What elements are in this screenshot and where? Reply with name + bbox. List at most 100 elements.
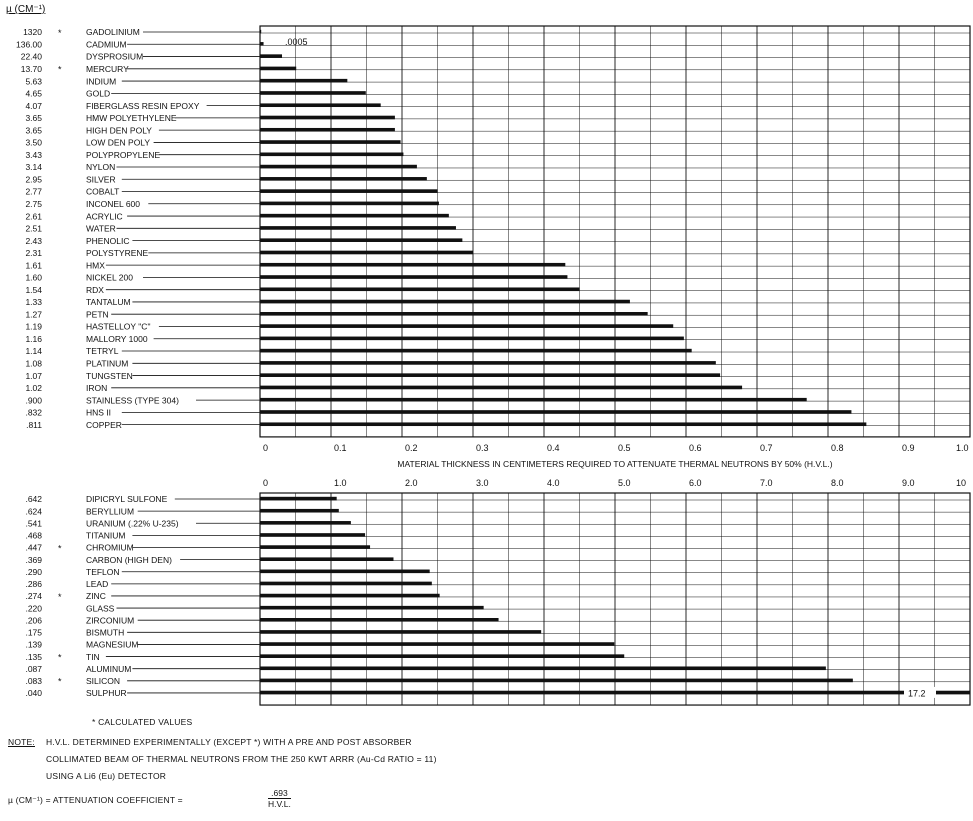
- bottom-mu-value: .624: [25, 506, 42, 516]
- bottom-mu-value: .541: [25, 518, 42, 528]
- top-x-axis-label: MATERIAL THICKNESS IN CENTIMETERS REQUIR…: [397, 459, 832, 469]
- top-mu-value: 1.33: [25, 297, 42, 307]
- top-bar: [260, 201, 439, 206]
- bottom-material-label: LEAD: [86, 579, 108, 589]
- bottom-bar: [260, 630, 542, 634]
- bottom-material-label: CARBON (HIGH DEN): [86, 555, 172, 565]
- top-material-label: GADOLINIUM: [86, 27, 140, 37]
- bottom-tick-label: 7.0: [760, 478, 773, 488]
- top-bar: [260, 140, 401, 144]
- note-line-2: COLLIMATED BEAM OF THERMAL NEUTRONS FROM…: [46, 754, 437, 764]
- top-tick-label: 0.6: [689, 443, 702, 453]
- top-material-label: POLYSTYRENE: [86, 248, 149, 258]
- bottom-tick-label: 6.0: [689, 478, 702, 488]
- note-label-text: NOTE:: [8, 737, 35, 747]
- top-mu-value: 1.61: [25, 260, 42, 270]
- top-material-label: STAINLESS (TYPE 304): [86, 395, 179, 405]
- top-mu-value: .811: [26, 420, 42, 430]
- top-material-label: CADMIUM: [86, 39, 127, 49]
- top-mu-value: 3.14: [25, 162, 42, 172]
- bottom-material-label: BERYLLIUM: [86, 506, 134, 516]
- bottom-tick-label: 4.0: [547, 478, 560, 488]
- bottom-mu-value: .175: [25, 628, 42, 638]
- top-mu-value: 3.43: [25, 150, 42, 160]
- calculated-values-footnote: * CALCULATED VALUES: [92, 717, 193, 727]
- top-bar: [260, 336, 684, 341]
- top-material-label: FIBERGLASS RESIN EPOXY: [86, 101, 200, 111]
- top-mu-value: 1.60: [25, 273, 42, 283]
- top-mu-value: 5.63: [25, 76, 42, 86]
- top-bar: [260, 54, 283, 58]
- bottom-material-label: ZIRCONIUM: [86, 615, 134, 625]
- top-material-label: TANTALUM: [86, 297, 131, 307]
- top-bar: [260, 238, 463, 242]
- bottom-mu-value: .206: [25, 615, 42, 625]
- top-material-label: INDIUM: [86, 76, 116, 86]
- top-bar: [260, 103, 381, 108]
- top-mu-value: 2.61: [25, 211, 42, 221]
- top-mu-value: 2.51: [25, 224, 42, 234]
- bottom-bar: [260, 508, 339, 513]
- bottom-tick-label: 1.0: [334, 478, 347, 488]
- bottom-bar: [260, 533, 366, 537]
- bottom-bar: [260, 496, 337, 501]
- top-material-label: IRON: [86, 383, 107, 393]
- top-mu-value: 22.40: [21, 52, 43, 62]
- bottom-mu-value: .274: [25, 591, 42, 601]
- top-bar: [260, 287, 580, 292]
- top-bar: [260, 299, 630, 304]
- top-mu-value: 2.43: [25, 236, 42, 246]
- top-mu-value: 1.19: [25, 322, 42, 332]
- top-material-label: HIGH DEN POLY: [86, 125, 152, 135]
- top-mu-value: 4.07: [25, 101, 42, 111]
- top-bar: [260, 250, 473, 255]
- formula-numerator: .693: [268, 788, 291, 799]
- top-bar: [260, 115, 395, 120]
- bottom-calc-star: *: [58, 652, 62, 662]
- top-mu-value: 1.08: [25, 358, 42, 368]
- bottom-mu-value: .642: [25, 494, 42, 504]
- bottom-calc-star: *: [58, 592, 62, 602]
- bottom-bar: [260, 618, 499, 622]
- bottom-bar: [260, 666, 826, 671]
- bottom-bar: [260, 642, 615, 646]
- mu-column-header: µ (CM⁻¹): [6, 4, 46, 15]
- bottom-bar: [260, 690, 970, 695]
- top-material-label: MALLORY 1000: [86, 334, 148, 344]
- top-bar: [260, 177, 427, 181]
- bottom-bar: [260, 521, 351, 525]
- top-calc-star: *: [58, 28, 62, 38]
- top-mu-value: 1.16: [25, 334, 42, 344]
- formula-prefix: µ (CM⁻¹) = ATTENUATION COEFFICIENT =: [8, 795, 183, 805]
- bottom-material-label: MAGNESIUM: [86, 640, 138, 650]
- top-mu-value: .900: [25, 395, 42, 405]
- top-mu-value: 3.65: [25, 113, 42, 123]
- top-material-label: RDX: [86, 285, 104, 295]
- top-bar: [260, 262, 566, 267]
- top-mu-value: .832: [25, 408, 42, 418]
- bottom-mu-value: .083: [25, 676, 42, 686]
- formula-fraction: .693 H.V.L.: [268, 788, 291, 809]
- bottom-tick-label: 2.0: [405, 478, 418, 488]
- bottom-material-label: BISMUTH: [86, 628, 124, 638]
- top-material-label: COPPER: [86, 420, 122, 430]
- top-bar: [260, 152, 404, 157]
- bottom-bar: [260, 557, 394, 561]
- bottom-tick-label: 8.0: [831, 478, 844, 488]
- top-mu-value: 3.65: [25, 125, 42, 135]
- top-bar: [260, 422, 867, 427]
- bottom-mu-value: .139: [25, 640, 42, 650]
- bottom-material-label: TITANIUM: [86, 531, 126, 541]
- note-line-3: USING A Li6 (Eu) DETECTOR: [46, 771, 167, 781]
- bottom-bar: [260, 593, 440, 598]
- top-bar: [260, 29, 262, 34]
- bottom-mu-value: .087: [25, 664, 42, 674]
- top-material-label: DYSPROSIUM: [86, 52, 143, 62]
- note-line-1: H.V.L. DETERMINED EXPERIMENTALLY (EXCEPT…: [46, 737, 412, 747]
- bottom-material-label: TIN: [86, 652, 100, 662]
- top-mu-value: 1.54: [25, 285, 42, 295]
- top-mu-value: 2.77: [25, 187, 42, 197]
- top-tick-label: 0.5: [618, 443, 631, 453]
- top-bar: [260, 66, 297, 71]
- top-bar: [260, 189, 438, 193]
